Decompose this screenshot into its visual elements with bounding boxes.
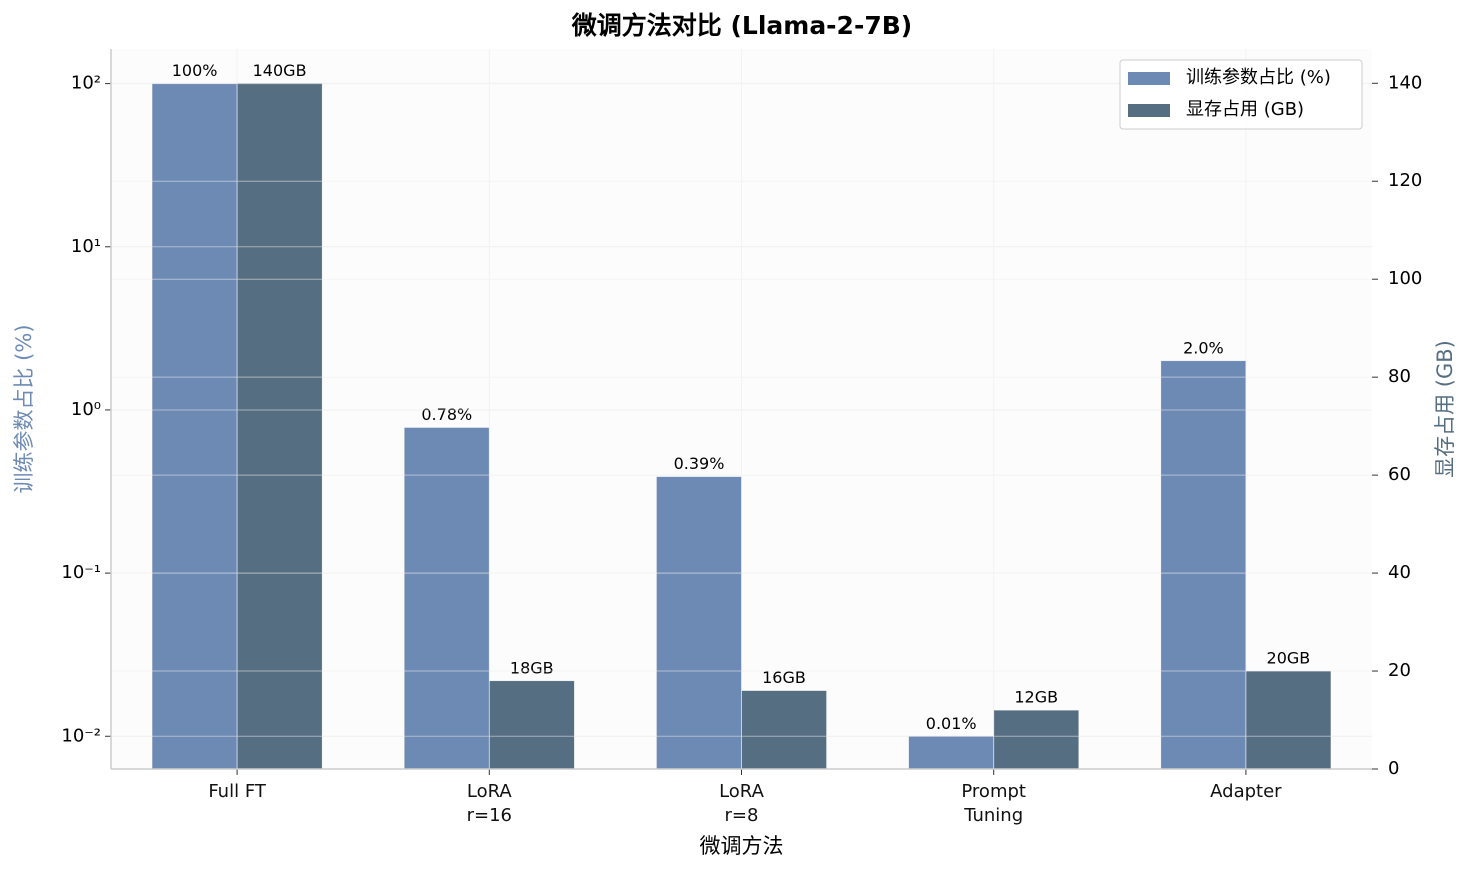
bar — [1245, 670, 1332, 770]
y2-tick-label: 20 — [1388, 660, 1411, 681]
legend-swatch — [1128, 104, 1170, 117]
x-tick-label: Full FT — [208, 781, 266, 802]
x-axis-label: 微调方法 — [700, 834, 784, 858]
grid — [111, 49, 1372, 770]
legend-box — [1119, 59, 1363, 130]
bar — [656, 476, 742, 770]
value-label: 0.78% — [421, 405, 472, 424]
chart-title: 微调方法对比 (Llama-2-7B) — [571, 11, 912, 40]
legend-label: 训练参数占比 (%) — [1186, 67, 1331, 88]
value-label: 0.39% — [674, 454, 725, 473]
y2-tick-label: 140 — [1388, 72, 1422, 93]
value-label: 18GB — [510, 658, 554, 677]
bar — [236, 83, 323, 770]
y2-tick-label: 100 — [1388, 268, 1422, 289]
x-tick-label: LoRA r=8 — [719, 781, 764, 826]
bar — [1160, 360, 1247, 770]
x-tick-label: Adapter — [1210, 781, 1282, 802]
value-label: 2.0% — [1183, 338, 1224, 357]
y-axis-label: 训练参数占比 (%) — [12, 324, 36, 493]
x-tick-label: LoRA r=16 — [466, 781, 512, 826]
value-label: 20GB — [1267, 649, 1311, 668]
x-tick-label: Prompt Tuning — [961, 781, 1026, 826]
bar — [741, 690, 827, 770]
y-tick-label: 10² — [71, 73, 101, 94]
y2-axis-label: 显存占用 (GB) — [1433, 340, 1457, 478]
value-label: 16GB — [762, 668, 806, 687]
bar — [489, 680, 575, 770]
y-tick-label: 10⁰ — [71, 399, 101, 420]
y-tick-label: 10⁻² — [61, 725, 101, 746]
y2-tick-label: 80 — [1388, 366, 1411, 387]
value-label: 0.01% — [926, 714, 977, 733]
y-tick-label: 10¹ — [71, 236, 101, 257]
value-label: 100% — [172, 61, 218, 80]
bar — [404, 427, 490, 770]
y-tick-label: 10⁻¹ — [61, 562, 101, 583]
bar — [908, 736, 994, 770]
value-label: 12GB — [1014, 688, 1058, 707]
bar — [993, 709, 1079, 770]
y2-tick-label: 120 — [1388, 170, 1422, 191]
y2-tick-label: 40 — [1388, 562, 1411, 583]
bar — [151, 83, 238, 770]
legend-swatch — [1128, 72, 1170, 85]
y2-tick-label: 60 — [1388, 464, 1411, 485]
y2-tick-label: 0 — [1388, 758, 1399, 779]
legend-label: 显存占用 (GB) — [1186, 99, 1304, 120]
value-label: 140GB — [253, 61, 307, 80]
